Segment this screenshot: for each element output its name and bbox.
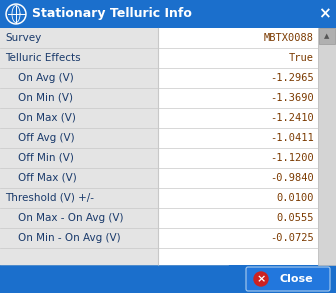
Text: ×: × (318, 6, 330, 21)
Text: On Max (V): On Max (V) (18, 113, 76, 123)
Text: Off Avg (V): Off Avg (V) (18, 133, 75, 143)
Text: MBTX0088: MBTX0088 (264, 33, 314, 43)
Text: Off Max (V): Off Max (V) (18, 173, 77, 183)
Bar (0, 0, 336, 28)
Circle shape (6, 4, 26, 24)
Bar (158, 28, 318, 265)
Text: ×: × (256, 274, 266, 284)
Circle shape (7, 6, 25, 23)
Text: 0.0555: 0.0555 (277, 213, 314, 223)
Text: True: True (289, 53, 314, 63)
Text: Survey: Survey (5, 33, 41, 43)
Bar (0, 28, 336, 265)
Text: -1.3690: -1.3690 (270, 93, 314, 103)
Text: On Avg (V): On Avg (V) (18, 73, 74, 83)
Text: -0.9840: -0.9840 (270, 173, 314, 183)
Text: -0.0725: -0.0725 (270, 233, 314, 243)
Text: Close: Close (279, 274, 313, 284)
Text: -1.0411: -1.0411 (270, 133, 314, 143)
Bar (0, 265, 336, 293)
Text: Stationary Telluric Info: Stationary Telluric Info (32, 8, 192, 21)
Bar (319, 28, 335, 44)
Text: Telluric Effects: Telluric Effects (5, 53, 81, 63)
FancyBboxPatch shape (246, 267, 330, 291)
Text: 0.0100: 0.0100 (277, 193, 314, 203)
Circle shape (254, 272, 268, 286)
Text: -1.2410: -1.2410 (270, 113, 314, 123)
Text: -1.1200: -1.1200 (270, 153, 314, 163)
Text: On Min - On Avg (V): On Min - On Avg (V) (18, 233, 121, 243)
Text: -1.2965: -1.2965 (270, 73, 314, 83)
Text: On Min (V): On Min (V) (18, 93, 73, 103)
Text: Off Min (V): Off Min (V) (18, 153, 74, 163)
Text: Threshold (V) +/-: Threshold (V) +/- (5, 193, 94, 203)
Text: On Max - On Avg (V): On Max - On Avg (V) (18, 213, 124, 223)
Bar (318, 28, 336, 265)
Text: ▲: ▲ (324, 33, 330, 39)
